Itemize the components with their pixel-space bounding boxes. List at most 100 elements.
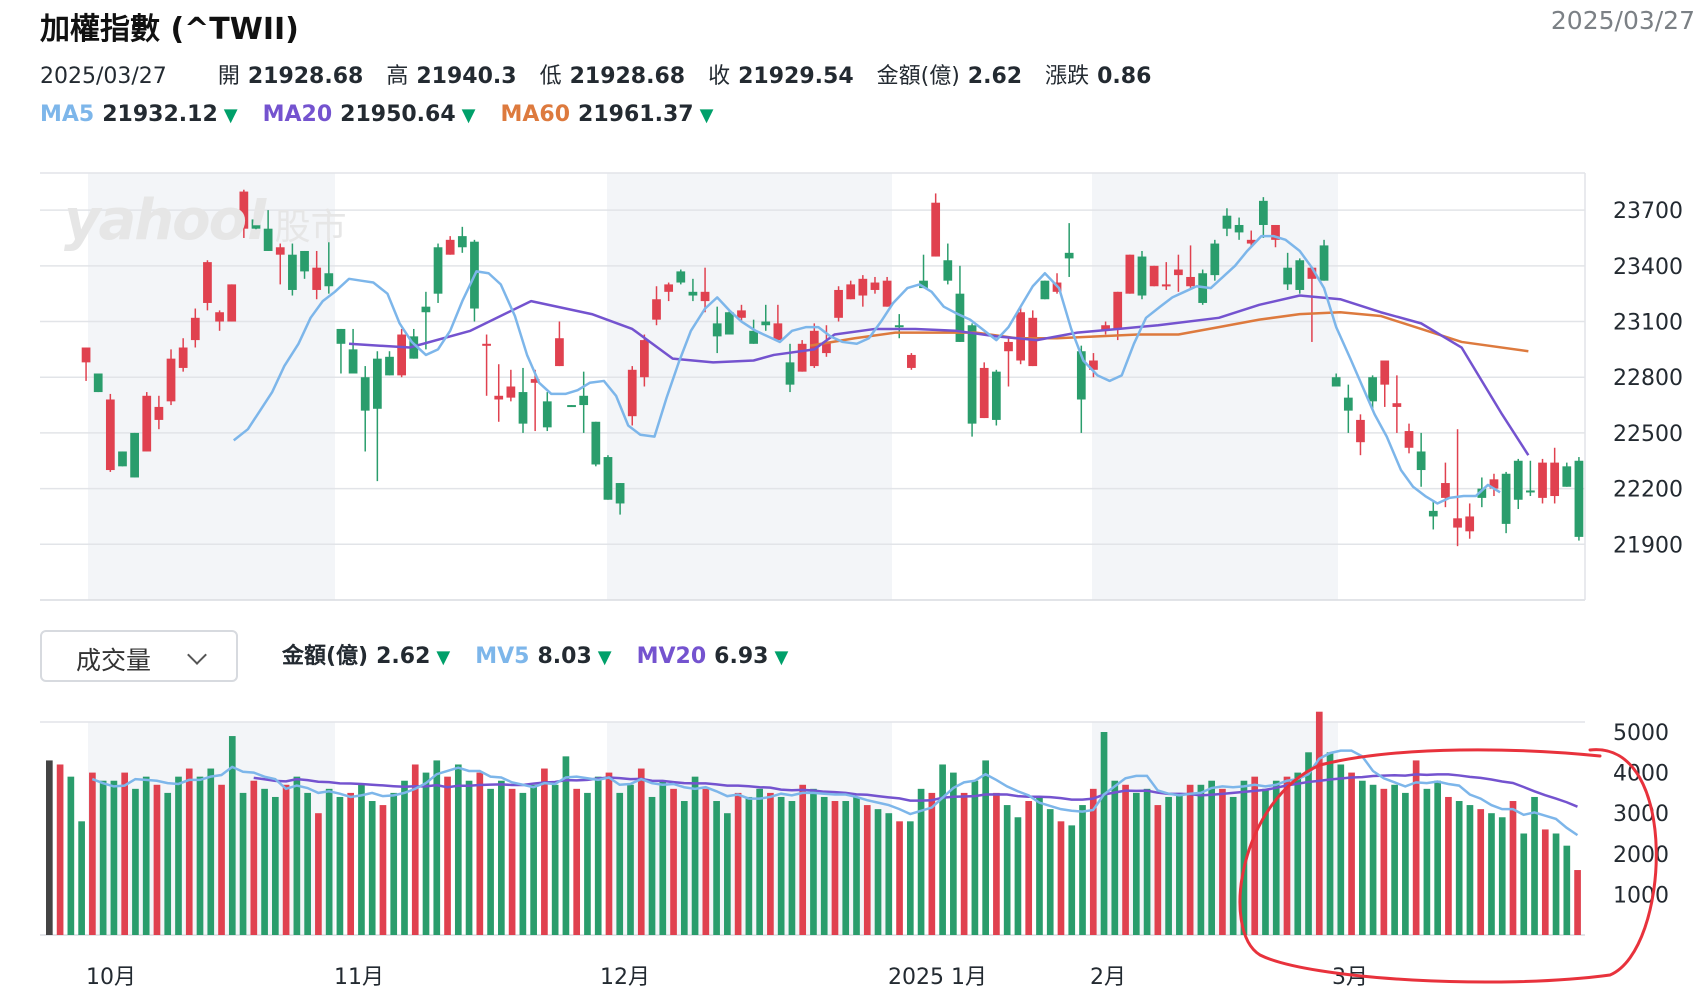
- volume-bar: [390, 792, 398, 935]
- candle-body: [105, 399, 115, 471]
- volume-bar: [874, 809, 882, 935]
- yahoo-watermark-logo: yahoo! 股市: [64, 188, 347, 253]
- mv20-value: 6.93: [714, 644, 769, 669]
- candle-body: [1174, 269, 1183, 276]
- ma60-value: 21961.37: [578, 102, 694, 127]
- candle-body: [1538, 462, 1547, 498]
- candle-body: [1307, 267, 1317, 279]
- volume-bar: [928, 792, 936, 935]
- candle-body: [1513, 460, 1523, 500]
- ma60-label: MA60: [500, 102, 571, 127]
- candle-body: [761, 321, 771, 326]
- ma20-label: MA20: [262, 102, 333, 127]
- amount-legend-label: 金額(億): [282, 644, 369, 669]
- volume-bar: [250, 780, 258, 935]
- candle-body: [275, 247, 285, 255]
- ma20-line: [348, 294, 1530, 456]
- dropdown-label: 成交量: [76, 646, 152, 675]
- candle-body: [348, 349, 358, 374]
- candle-body: [433, 247, 443, 294]
- volume-bar: [939, 764, 946, 935]
- volume-bar: [584, 792, 591, 935]
- mv5-label: MV5: [475, 644, 530, 669]
- candle-body: [1246, 239, 1256, 244]
- candle-body: [1562, 466, 1572, 487]
- candle-body: [494, 395, 504, 400]
- open-label: 開: [217, 64, 240, 89]
- volume-bar: [1348, 772, 1355, 935]
- x-axis-month-label: 2025 1月: [888, 965, 987, 990]
- change-label: 漲跌: [1045, 64, 1090, 89]
- volume-bar: [1197, 784, 1205, 935]
- volume-bar: [1036, 796, 1043, 935]
- volume-bar: [89, 772, 96, 935]
- volume-bar: [411, 764, 419, 935]
- volume-bar: [401, 780, 408, 935]
- volume-bar: [1046, 809, 1054, 935]
- volume-bar: [1132, 792, 1140, 935]
- volume-bar: [734, 792, 742, 935]
- ma5-value: 21932.12: [102, 102, 218, 127]
- low-value: 21928.68: [569, 64, 686, 89]
- volume-bar: [1391, 784, 1398, 935]
- indicator-dropdown[interactable]: 成交量: [40, 630, 238, 682]
- volume-bar: [153, 784, 161, 935]
- volume-legend: 金額(億) 2.62 ▼ MV5 8.03 ▼ MV20 6.93 ▼: [282, 638, 806, 670]
- candle-body: [445, 239, 455, 255]
- candle-body: [615, 483, 625, 504]
- volume-bar: [1369, 784, 1377, 935]
- volume-bar: [1477, 809, 1485, 935]
- volume-bar: [551, 784, 559, 935]
- volume-bar: [454, 764, 462, 935]
- candle-body: [627, 369, 637, 417]
- volume-bar: [627, 784, 634, 935]
- candle-body: [773, 323, 783, 341]
- volume-bar: [1283, 776, 1291, 935]
- candle-body: [1477, 488, 1487, 498]
- volume-bar: [1412, 760, 1420, 935]
- volume-bar: [1380, 788, 1388, 935]
- mv5-down-icon: ▼: [597, 647, 612, 668]
- volume-bar: [110, 780, 118, 935]
- candle-body: [931, 202, 941, 257]
- volume-bar: [1079, 805, 1086, 935]
- volume-bar: [1251, 776, 1259, 935]
- candle-body: [154, 406, 164, 420]
- candle-body: [882, 280, 892, 307]
- volume-bar: [1326, 752, 1334, 935]
- candle-body: [530, 379, 540, 383]
- amount-legend-value: 2.62: [376, 644, 431, 669]
- volume-tick-label: 5000: [1613, 721, 1669, 746]
- candle-body: [518, 392, 528, 424]
- candle-body: [870, 282, 880, 290]
- candle-body: [846, 284, 856, 300]
- month-band: [88, 173, 335, 600]
- candle-body: [1040, 280, 1050, 300]
- price-tick-label: 23700: [1613, 199, 1683, 224]
- candle-body: [907, 354, 916, 368]
- volume-bar: [304, 792, 311, 935]
- candle-body: [1101, 325, 1110, 331]
- candle-body: [579, 395, 589, 406]
- volume-bar: [132, 788, 139, 935]
- mv20-label: MV20: [636, 644, 707, 669]
- ma5-down-icon: ▼: [223, 105, 238, 126]
- volume-bar: [67, 776, 75, 935]
- volume-bar: [1541, 829, 1549, 935]
- candle-body: [203, 262, 212, 303]
- mv5-value: 8.03: [537, 644, 592, 669]
- price-tick-label: 21900: [1613, 533, 1683, 558]
- candle-body: [1356, 419, 1365, 443]
- candle-body: [955, 293, 965, 342]
- volume-tick-label: 2000: [1613, 843, 1669, 868]
- high-label: 高: [386, 64, 409, 89]
- candle-body: [1380, 360, 1390, 385]
- volume-bar: [1563, 845, 1571, 935]
- volume-bar: [1498, 817, 1506, 935]
- volume-bar: [368, 801, 376, 935]
- volume-bar: [616, 792, 624, 935]
- volume-bar: [1014, 817, 1022, 935]
- volume-bar: [46, 760, 53, 935]
- candle-body: [676, 271, 686, 283]
- volume-bar: [993, 792, 1000, 935]
